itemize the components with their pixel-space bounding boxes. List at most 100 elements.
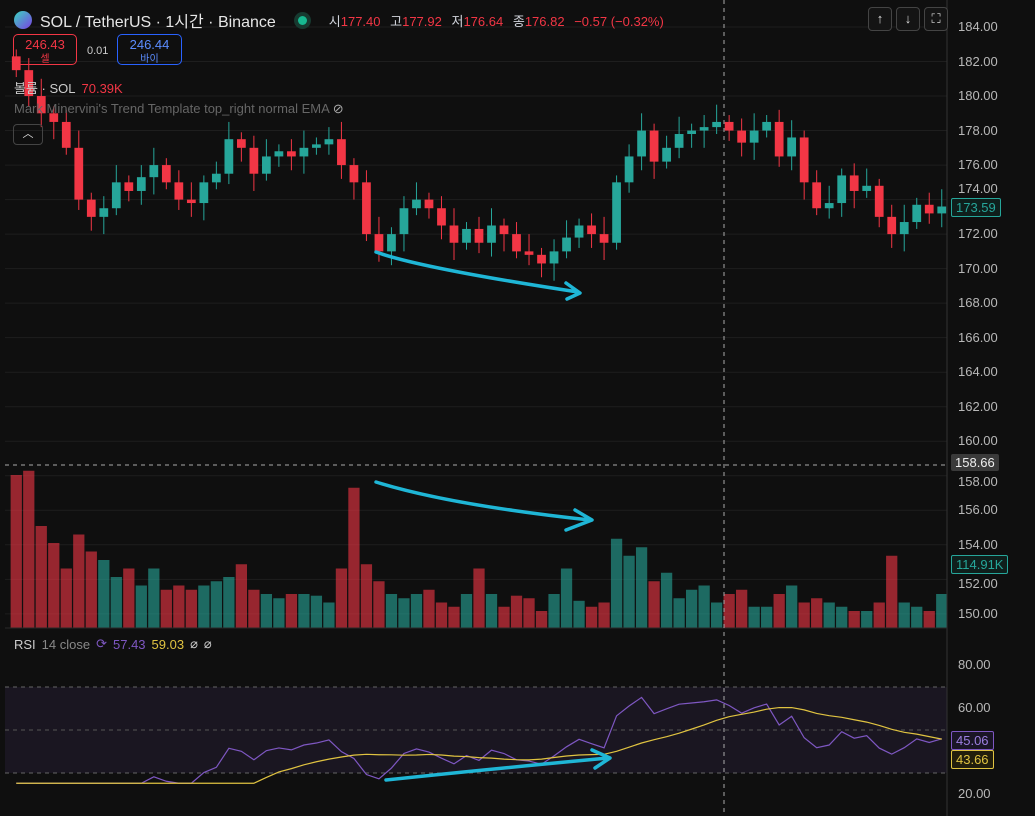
price-tick: 154.00 [958,536,998,552]
candle [362,182,371,235]
volume-bar [423,589,435,628]
price-tick: 162.00 [958,398,998,414]
candle [249,147,259,174]
price-tick: 152.00 [958,576,998,592]
rsi-value-tag: 45.06 [951,731,994,750]
candle [887,216,897,235]
volume-bar [786,585,798,628]
change: −0.57 (−0.32%) [574,13,664,29]
volume-bar [173,585,185,628]
volume-bar [798,602,810,628]
refresh-icon[interactable]: ⟳ [96,636,107,651]
volume-bar [248,589,260,628]
candle [462,228,471,243]
rsi-legend[interactable]: RSI 14 close ⟳ 57.43 59.03 ⌀ ⌀ [14,636,212,652]
volume-bar [198,585,210,628]
candle [737,130,747,143]
price-tick: 182.00 [958,53,998,69]
candle [312,144,321,148]
collapse-legend-button[interactable]: ︿ [13,124,43,145]
price-tick: 184.00 [958,19,998,34]
candle [136,177,146,191]
eye-off-icon[interactable]: ⊘ [332,101,344,116]
volume-bar [811,598,823,628]
sell-button[interactable]: 246.43 셀 [13,34,77,65]
price-tick: 178.00 [958,122,998,138]
rsi-uptrend-arrow [384,748,612,782]
candle [537,254,546,264]
candle [512,234,521,252]
volume-bar [485,594,498,628]
candle [86,199,96,217]
candle [774,121,784,157]
volume-bar [410,594,423,628]
volume-bar [748,606,760,628]
candle [899,222,909,235]
sol-logo-icon [14,11,32,29]
candle [24,70,34,97]
volume-bar [323,602,335,628]
candle [299,147,309,157]
market-open-icon [297,15,307,25]
volume-bar [510,595,523,628]
rsi-ma-tag: 43.66 [951,750,994,769]
candle [49,113,59,122]
price-tick: 168.00 [958,295,998,311]
candle [499,225,509,235]
candle [874,185,884,217]
buy-button[interactable]: 246.44 바이 [117,34,182,65]
volume-bar [73,534,85,628]
candle [662,147,671,162]
price-tick: 172.00 [958,226,998,242]
fullscreen-button[interactable]: ⛶ [924,7,948,31]
candle [724,121,734,131]
candle [74,147,84,200]
volume-bar [398,598,410,628]
candle [424,199,434,209]
candle [262,156,271,174]
price-tick: 160.00 [958,433,998,449]
volume-bar [35,526,47,628]
candle [474,228,484,243]
symbol-title[interactable]: SOL / TetherUS · 1시간 · Binance [40,14,276,31]
volume-bar [685,589,698,628]
crosshair-price-tag: 158.66 [951,454,999,471]
volume-bar [285,594,298,628]
volume-bar [335,568,348,628]
symbol-header: SOL / TetherUS · 1시간 · Binance 시177.40 고… [14,8,670,32]
candle [924,204,934,214]
volume-bar [585,606,598,628]
volume-bar [736,589,748,628]
volume-bar [448,606,460,628]
candle [712,121,722,128]
scroll-up-button[interactable]: ↑ [868,7,892,31]
candle [186,199,196,204]
volume-bar [273,598,285,628]
candle [111,182,121,209]
candle [374,234,384,252]
volume-bar [898,602,910,628]
volume-bar [223,577,235,628]
volume-bar [60,568,72,628]
candle [812,182,822,209]
candle [549,251,559,264]
candle [862,185,872,191]
candle [849,175,859,191]
candle [349,165,359,183]
scroll-down-button[interactable]: ↓ [896,7,920,31]
volume-bar [98,560,110,628]
volume-bar [373,581,385,628]
candle [524,251,534,255]
volume-bar [123,568,135,628]
rsi-line [16,696,942,784]
rsi-tick: 80.00 [958,657,991,672]
volume-bar [48,543,60,628]
price-tick: 166.00 [958,329,998,345]
volume-bar [235,564,248,628]
volume-bar [648,581,660,628]
candle [837,175,847,204]
indicator-legend[interactable]: Mark Minervini's Trend Template top_righ… [14,101,344,116]
volume-bar [460,594,473,628]
volume-bar [861,611,873,628]
